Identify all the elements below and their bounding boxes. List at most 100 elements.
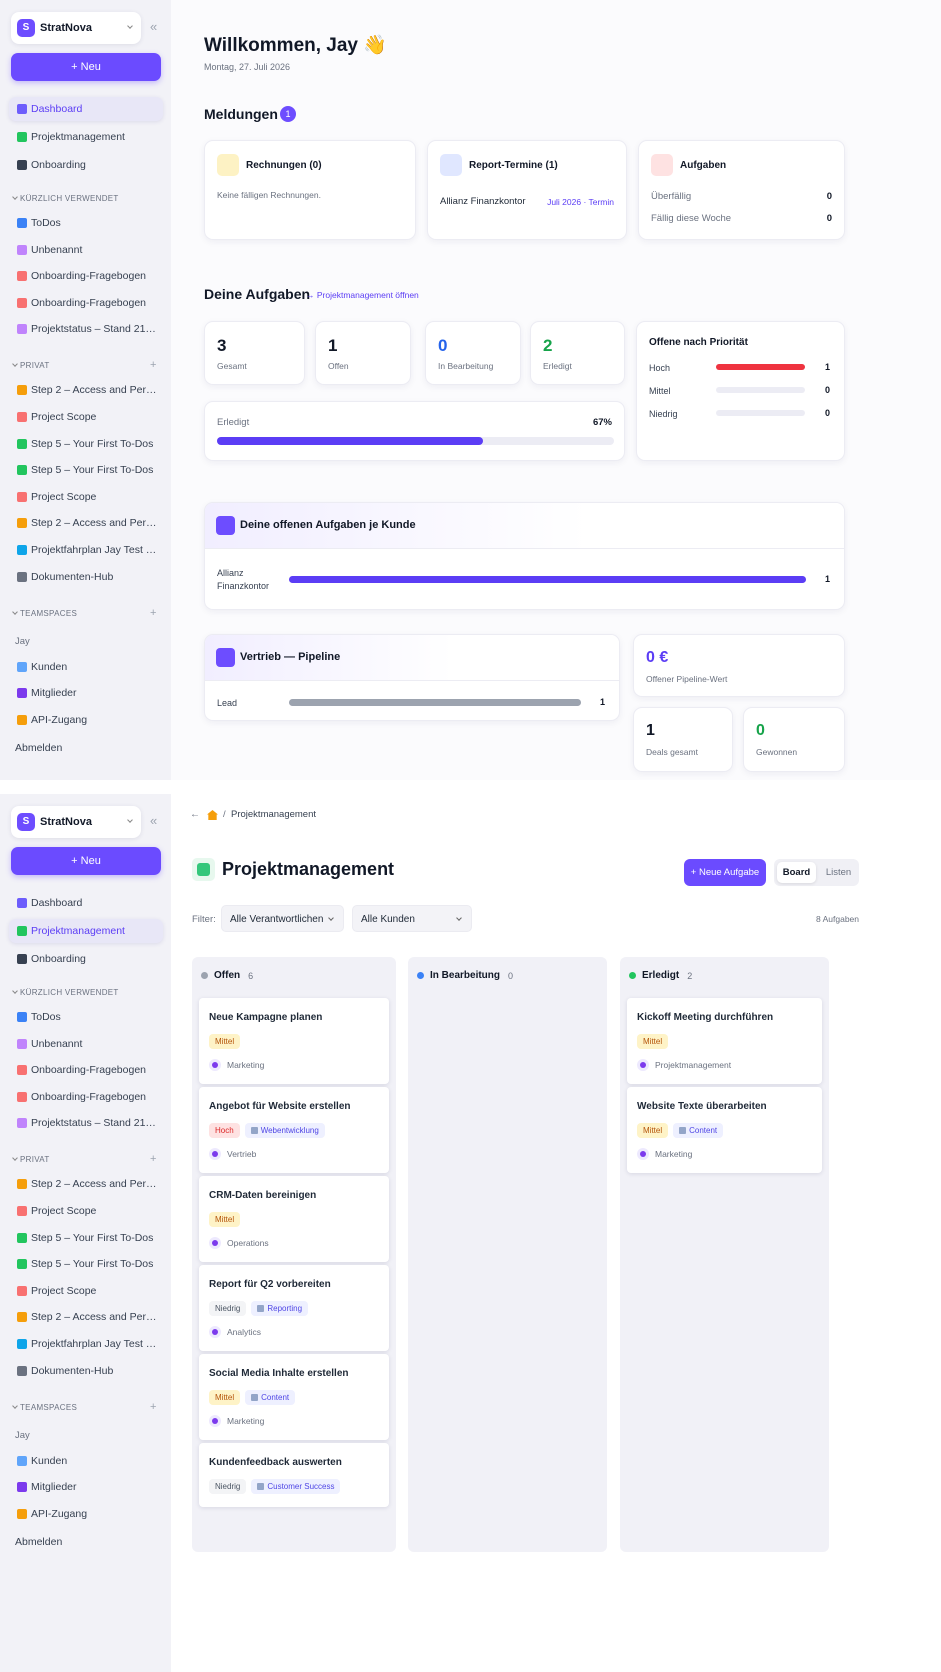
nav-item[interactable]: Step 2 – Access and Per… — [9, 1172, 163, 1196]
workspace-switcher[interactable]: S StratNova — [11, 806, 141, 838]
nav-icon — [17, 1508, 27, 1519]
status-dot — [201, 972, 208, 979]
nav-item[interactable]: Dashboard — [9, 97, 163, 121]
task-card[interactable]: Angebot für Website erstellen Hoch Webentw… — [199, 1087, 389, 1173]
view-option[interactable]: Listen — [825, 867, 852, 878]
nav-label: Onboarding — [31, 953, 86, 965]
nav-item[interactable]: API-Zugang — [9, 708, 163, 732]
nav-item[interactable]: Project Scope — [9, 1279, 163, 1303]
nav-label: Project Scope — [31, 411, 97, 423]
filter-select[interactable]: Alle Kunden — [352, 905, 472, 932]
bar — [289, 699, 581, 706]
nav-item[interactable]: Onboarding-Fragebogen — [9, 1058, 163, 1082]
project-tag: Content — [245, 1390, 296, 1405]
task-card[interactable]: CRM-Daten bereinigen Mittel Operations — [199, 1176, 389, 1262]
nav-item[interactable]: ToDos — [9, 211, 163, 235]
nav-item[interactable]: Projektstatus – Stand 21… — [9, 317, 163, 341]
task-tags: Mittel Content — [637, 1123, 812, 1138]
nav-item[interactable]: Projektstatus – Stand 21… — [9, 1111, 163, 1135]
nav-item[interactable]: Onboarding-Fragebogen — [9, 291, 163, 315]
task-card[interactable]: Social Media Inhalte erstellen Mittel Cont… — [199, 1354, 389, 1440]
nav-item[interactable]: Mitglieder — [9, 681, 163, 705]
nav-icon — [17, 491, 27, 502]
section-add[interactable]: + — [150, 606, 157, 619]
nav-icon — [17, 688, 27, 699]
new-button[interactable]: + Neu — [11, 53, 161, 81]
nav-item[interactable]: Dokumenten-Hub — [9, 1359, 163, 1383]
nav-item[interactable]: Step 5 – Your First To-Dos — [9, 1252, 163, 1276]
nav-item[interactable]: Kunden — [9, 655, 163, 679]
logout[interactable]: Abmelden — [15, 1535, 63, 1548]
logout[interactable]: Abmelden — [15, 741, 63, 754]
notification-card[interactable]: Rechnungen (0) Keine fälligen Rechnungen. — [204, 140, 416, 240]
notification-card[interactable]: Aufgaben Überfällig 0 Fällig diese Woche 0 — [638, 140, 845, 240]
nav-item[interactable]: ToDos — [9, 1005, 163, 1029]
board-column: In Bearbeitung 0 — [408, 957, 607, 1552]
card-header: Vertrieb — Pipeline — [205, 635, 619, 681]
new-task-button[interactable]: + Neue Aufgabe — [684, 859, 766, 886]
nav-item[interactable]: Unbenannt — [9, 238, 163, 262]
nav-label: API-Zugang — [31, 713, 88, 726]
workspace-switcher[interactable]: S StratNova — [11, 12, 141, 44]
greeting: Willkommen, Jay 👋 — [204, 35, 387, 56]
row-value: 0 — [826, 191, 832, 202]
nav-item[interactable]: Projektmanagement — [9, 125, 163, 149]
nav-item[interactable]: Step 5 – Your First To-Dos — [9, 1226, 163, 1250]
task-card[interactable]: Website Texte überarbeiten Mittel Content M… — [627, 1087, 822, 1173]
back-button[interactable]: ← — [190, 809, 200, 820]
nav-item[interactable]: Project Scope — [9, 1199, 163, 1223]
filter-select[interactable]: Alle Verantwortlichen — [221, 905, 344, 932]
nav-item[interactable]: Onboarding — [9, 153, 163, 177]
task-card[interactable]: Neue Kampagne planen Mittel Marketing — [199, 998, 389, 1084]
task-team: Operations — [209, 1237, 379, 1249]
nav-item[interactable]: Projektfahrplan Jay Test … — [9, 538, 163, 562]
nav-item[interactable]: Project Scope — [9, 405, 163, 429]
nav-item[interactable]: API-Zugang — [9, 1502, 163, 1526]
nav-item[interactable]: Kunden — [9, 1449, 163, 1473]
nav-item[interactable]: Step 5 – Your First To-Dos — [9, 432, 163, 456]
collapse-button[interactable]: « — [150, 813, 158, 828]
nav-item[interactable]: Mitglieder — [9, 1475, 163, 1499]
workspace-name: StratNova — [40, 816, 92, 828]
customers-card: Deine offenen Aufgaben je Kunde Allianz F… — [204, 502, 845, 610]
task-card[interactable]: Report für Q2 vorbereiten Niedrig Reportin… — [199, 1265, 389, 1351]
nav-item[interactable]: Projektfahrplan Jay Test … — [9, 1332, 163, 1356]
bar-value: 0 — [824, 408, 830, 418]
section-add[interactable]: + — [150, 1153, 157, 1166]
nav-item[interactable]: Onboarding-Fragebogen — [9, 1085, 163, 1109]
section-link[interactable]: → Projektmanagement öffnen — [306, 290, 419, 300]
nav-item[interactable]: Dashboard — [9, 891, 163, 915]
section-header: PRIVAT — [13, 1155, 50, 1164]
nav-item[interactable]: Step 2 – Access and Per… — [9, 1305, 163, 1329]
task-title: Report für Q2 vorbereiten — [209, 1279, 331, 1290]
nav-item[interactable]: Step 2 – Access and Per… — [9, 511, 163, 535]
nav-item[interactable]: Onboarding — [9, 947, 163, 971]
sidebar: S StratNova « + Neu Dashboard Projektmanageme… — [0, 794, 171, 1672]
notification-card[interactable]: Report-Termine (1) Allianz Finanzkontor Ju… — [427, 140, 627, 240]
view-option[interactable]: Board — [777, 862, 816, 883]
project-tag: Webentwicklung — [244, 1123, 325, 1138]
section-add[interactable]: + — [150, 1400, 157, 1413]
nav-item[interactable]: Unbenannt — [9, 1032, 163, 1056]
nav-icon — [17, 1038, 27, 1049]
nav-icon — [17, 132, 27, 142]
nav-icon — [17, 1091, 27, 1102]
nav-item[interactable]: Projektmanagement — [9, 919, 163, 943]
home-icon[interactable] — [207, 810, 218, 820]
collapse-button[interactable]: « — [150, 19, 158, 34]
nav-item[interactable]: Step 5 – Your First To-Dos — [9, 458, 163, 482]
nav-item[interactable]: Step 2 – Access and Per… — [9, 378, 163, 402]
nav-item[interactable]: Dokumenten-Hub — [9, 565, 163, 589]
priority-tag: Niedrig — [209, 1301, 247, 1316]
task-card[interactable]: Kundenfeedback auswerten Niedrig Customer … — [199, 1443, 389, 1507]
task-card[interactable]: Kickoff Meeting durchführen Mittel Projekt… — [627, 998, 822, 1084]
nav-label: Step 5 – Your First To-Dos — [31, 437, 154, 450]
nav-label: Step 2 – Access and Per… — [31, 517, 157, 530]
nav-label: Onboarding-Fragebogen — [31, 296, 146, 309]
section-add[interactable]: + — [150, 359, 157, 372]
nav-item[interactable]: Onboarding-Fragebogen — [9, 264, 163, 288]
chevron — [127, 23, 133, 29]
nav-item[interactable]: Project Scope — [9, 485, 163, 509]
new-button[interactable]: + Neu — [11, 847, 161, 875]
team-name: Marketing — [227, 1060, 265, 1070]
